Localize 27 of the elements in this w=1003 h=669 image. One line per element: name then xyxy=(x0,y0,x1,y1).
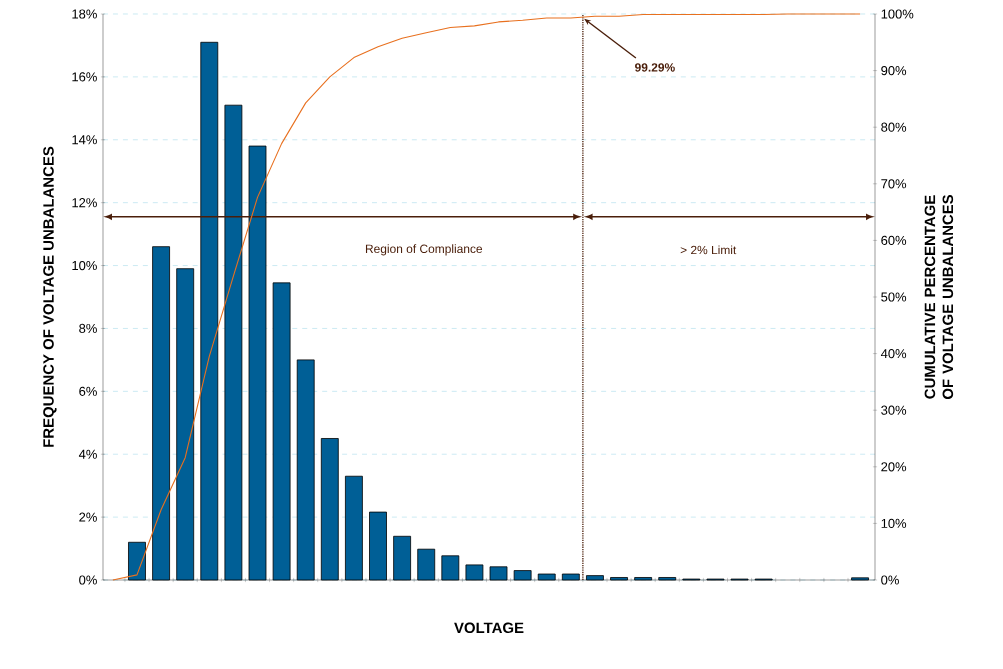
x-axis-title: VOLTAGE xyxy=(454,622,524,634)
y2-tick-label: 80% xyxy=(881,122,907,132)
y2-tick-label: 70% xyxy=(881,179,907,189)
y2-tick-label: 0% xyxy=(881,575,899,585)
y2-tick-label: 50% xyxy=(881,292,907,302)
y-tick-label: 0% xyxy=(79,575,97,585)
y2-tick-label: 100% xyxy=(881,9,914,19)
y-tick-label: 16% xyxy=(72,72,97,82)
y-tick-label: 12% xyxy=(72,198,97,208)
y2-tick-label: 90% xyxy=(881,66,907,76)
annotation: > 2% Limit xyxy=(680,245,737,255)
y-tick-label: 4% xyxy=(78,449,97,459)
y-tick-label: 6% xyxy=(79,386,97,396)
y2-tick-label: 20% xyxy=(881,462,907,472)
y-tick-label: 18% xyxy=(72,9,97,19)
y-axis-title: FREQUENCY OF VOLTAGE UNBALANCES xyxy=(43,146,57,447)
annotation: Region of Compliance xyxy=(365,244,483,256)
y-tick-label: 8% xyxy=(79,323,97,334)
y-tick-label: 10% xyxy=(72,260,97,271)
y2-tick-label: 30% xyxy=(881,405,907,415)
y-tick-label: 14% xyxy=(72,135,97,145)
y2-tick-label: 60% xyxy=(881,235,907,245)
y-tick-label: 2% xyxy=(79,512,97,522)
annotation: 99.29% xyxy=(635,63,675,72)
y2-tick-label: 40% xyxy=(880,349,907,359)
y2-axis-title: CUMULATIVE PERCENTAGE OF VOLTAGE UNBALANCES xyxy=(924,194,954,400)
y2-tick-label: 10% xyxy=(881,518,907,528)
